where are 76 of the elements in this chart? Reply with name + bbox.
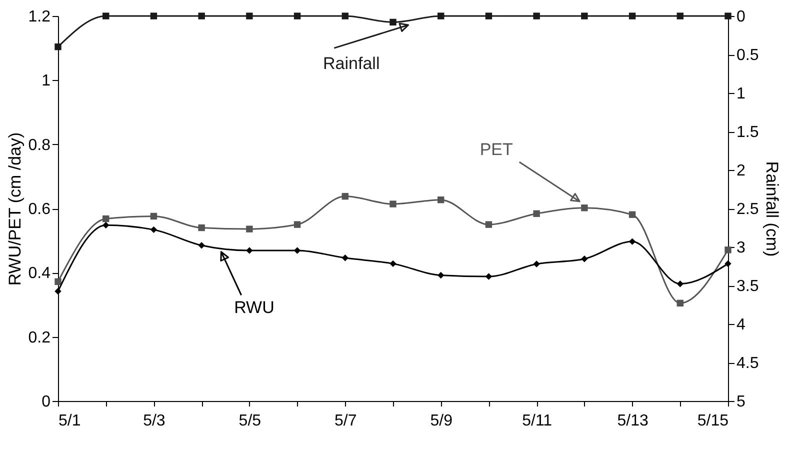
y2-tick-label: 4 [736,316,746,334]
point [150,212,158,220]
point [150,12,158,20]
point [438,12,444,20]
x-tick-label: 5/1 [58,412,81,430]
y-tick-label: 0.6 [28,201,51,218]
point [438,196,444,204]
point [390,200,396,208]
y2-tick-label: 0 [736,8,746,26]
y2-tick-label: 2.5 [736,201,759,218]
point [102,12,110,20]
point [676,280,684,288]
y-tick-label: 0 [42,394,51,410]
point [246,12,253,20]
point [533,210,540,217]
point [294,221,301,228]
y2-tick-label: 3 [736,240,746,256]
x-tick-label: 5/13 [617,412,648,430]
point [342,12,348,20]
point [246,247,253,254]
point [150,226,158,234]
point [54,288,62,295]
point [390,18,396,26]
y-tick-label: 1.2 [28,8,51,26]
point [342,192,348,200]
point [724,246,732,254]
y-tick-label: 1 [42,72,51,90]
x-tick-label: 5/9 [430,412,453,430]
point [390,260,396,268]
y2-tick-label: 3.5 [736,278,759,295]
point [676,12,684,20]
point [724,12,732,20]
point [102,222,110,229]
x-tick-label: 5/15 [697,412,729,430]
point [628,12,636,20]
point [533,12,540,20]
point [581,204,588,212]
point [485,273,492,280]
point [294,247,301,254]
point [342,254,348,262]
point [294,12,301,20]
x-tick-label: 5/5 [238,412,262,430]
x-tick-label: 5/11 [522,412,552,430]
point [581,256,588,262]
y2-tick-label: 4.5 [736,355,759,372]
point [628,211,636,218]
point [485,12,492,20]
point [676,300,684,306]
y2-tick-label: 5 [736,394,746,410]
y-axis-title: RWU/PET (cm /day) [5,132,24,286]
y-tick-label: 0.8 [28,136,51,154]
point [246,226,253,232]
x-tick-label: 5/3 [143,412,166,430]
y2-tick-label: 1.5 [736,124,759,141]
point [533,260,540,268]
point [485,221,492,228]
y2-axis-title: Rainfall (cm) [762,161,782,257]
point [438,272,444,279]
point [54,43,62,50]
point [724,260,732,268]
y-tick-label: 0.2 [28,329,51,346]
x-tick-label: 5/7 [334,412,357,430]
text: PET [480,140,513,159]
y2-tick-label: 2 [736,162,746,180]
point [628,238,636,245]
y2-tick-label: 0.5 [736,47,759,64]
point [102,215,110,222]
legend-label: Rainfall [323,54,380,74]
text: RWU [234,298,274,317]
point [581,12,588,20]
point [198,224,205,232]
y2-tick-label: 1 [736,86,746,102]
y-tick-label: 0.4 [28,265,51,282]
point [54,278,62,286]
point [198,242,205,249]
point [198,12,205,20]
